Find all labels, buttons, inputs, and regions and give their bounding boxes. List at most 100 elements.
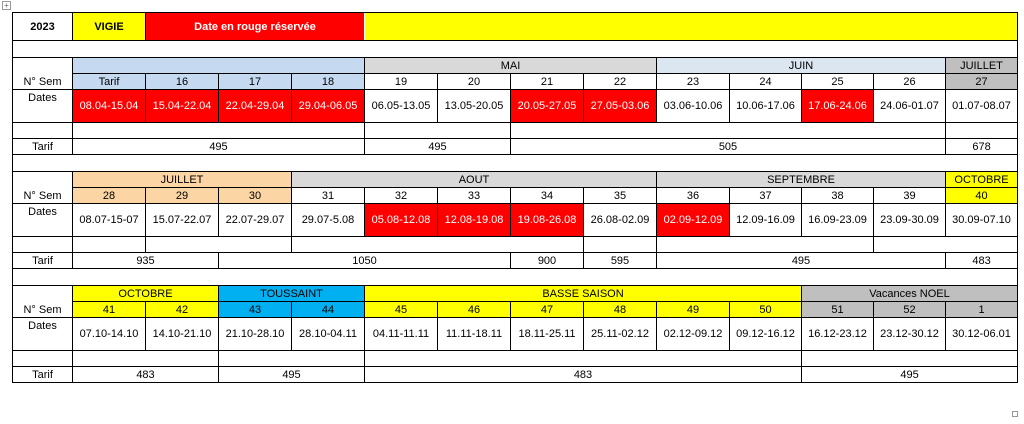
month-header: AOUT: [291, 171, 657, 188]
week-cell: 35: [583, 187, 657, 204]
date-cell-reserved: 12.08-19.08: [437, 203, 511, 237]
date-cell: 30.12-06.01: [944, 317, 1019, 351]
date-cell-reserved: 05.08-12.08: [364, 203, 438, 237]
spacer-row: [11, 40, 1019, 58]
row-label-dates: Dates: [12, 203, 73, 237]
month-header: SEPTEMBRE: [656, 171, 946, 188]
date-cell: 15.07-22.07: [145, 203, 219, 237]
week-cell: 36: [656, 187, 730, 204]
month-label-empty: [12, 285, 73, 302]
date-cell: 14.10-21.10: [145, 317, 219, 351]
week-cell: 28: [72, 187, 146, 204]
tarif-cell: 483: [944, 252, 1019, 269]
week-cell: 50: [729, 301, 802, 318]
tarif-cell: 1050: [218, 252, 511, 269]
date-cell-reserved: 22.04-29.04: [218, 89, 292, 123]
tarif-cell: 495: [218, 366, 365, 383]
reserved-note: Date en rouge réservée: [145, 12, 365, 41]
table-move-handle[interactable]: +: [2, 1, 11, 10]
date-cell: 30.09-07.10: [944, 203, 1019, 237]
date-cell: 16.12-23.12: [801, 317, 874, 351]
date-cell: 09.12-16.12: [729, 317, 802, 351]
table-resize-handle[interactable]: [1012, 411, 1018, 417]
date-cell-reserved: 29.04-06.05: [291, 89, 365, 123]
date-cell: 12.09-16.09: [729, 203, 802, 237]
row-label-sem: N° Sem: [12, 301, 73, 318]
blank-cell: [72, 122, 365, 139]
week-cell: 31: [291, 187, 365, 204]
blank-cell: [872, 236, 1019, 253]
date-cell: 03.06-10.06: [656, 89, 730, 123]
date-cell: 26.08-02.09: [583, 203, 657, 237]
month-header: BASSE SAISON: [364, 285, 802, 302]
tarif-cell: 900: [510, 252, 584, 269]
blank-cell: [656, 236, 874, 253]
week-cell: 41: [72, 301, 146, 318]
month-header: OCTOBRE: [72, 285, 219, 302]
week-cell: 44: [291, 301, 365, 318]
blank-cell: [12, 350, 73, 367]
row-label-tarif: Tarif: [12, 252, 73, 269]
week-cell: 49: [656, 301, 730, 318]
blank-cell: [218, 350, 365, 367]
blank-cell: [12, 236, 73, 253]
week-cell: 39: [873, 187, 946, 204]
blank-cell: [364, 350, 802, 367]
month-header: JUIN: [656, 57, 946, 74]
tarif-cell: 495: [800, 366, 1019, 383]
tarif-cell: 935: [72, 252, 219, 269]
week-cell: 45: [364, 301, 438, 318]
date-cell: 24.06-01.07: [873, 89, 946, 123]
week-cell: 29: [145, 187, 219, 204]
tarif-cell: 483: [364, 366, 802, 383]
date-cell: 28.10-04.11: [291, 317, 365, 351]
week-cell: 37: [729, 187, 802, 204]
month-header: MAI: [364, 57, 657, 74]
tarif-cell: 483: [72, 366, 219, 383]
date-cell-reserved: 02.09-12.09: [656, 203, 730, 237]
tarif-cell: 495: [656, 252, 946, 269]
page-title: VIGIE: [72, 12, 146, 41]
blank-cell: [145, 236, 292, 253]
month-label-empty: [12, 171, 73, 188]
blank-cell: [800, 350, 1019, 367]
month-header: TOUSSAINT: [218, 285, 365, 302]
week-cell: 19: [364, 73, 438, 90]
row-label-dates: Dates: [12, 317, 73, 351]
week-cell: 27: [944, 73, 1019, 90]
date-cell: 07.10-14.10: [72, 317, 146, 351]
blank-cell: [72, 350, 219, 367]
week-cell: 16: [145, 73, 219, 90]
week-cell: 48: [583, 301, 657, 318]
blank-cell: [364, 122, 511, 139]
date-cell: 25.11-02.12: [583, 317, 657, 351]
blank-cell: [944, 122, 1019, 139]
tarif-cell: 495: [72, 138, 365, 155]
week-cell: 24: [729, 73, 802, 90]
date-cell-reserved: 17.06-24.06: [801, 89, 874, 123]
month-header: [72, 57, 365, 74]
date-cell: 08.07-15-07: [72, 203, 146, 237]
week-cell: 32: [364, 187, 438, 204]
week-cell: 33: [437, 187, 511, 204]
row-label-sem: N° Sem: [12, 73, 73, 90]
blank-cell: [12, 122, 73, 139]
date-cell: 01.07-08.07: [944, 89, 1019, 123]
header-filler: [363, 12, 1019, 41]
tarif-cell: 595: [583, 252, 657, 269]
tarif-cell: 495: [364, 138, 511, 155]
date-cell-reserved: 27.05-03.06: [583, 89, 657, 123]
week-cell: 21: [510, 73, 584, 90]
week-cell: 40: [944, 187, 1019, 204]
week-cell: 42: [145, 301, 219, 318]
week-cell: 34: [510, 187, 584, 204]
spacer-row: [11, 268, 1019, 286]
date-cell-reserved: 19.08-26.08: [510, 203, 584, 237]
week-cell: 20: [437, 73, 511, 90]
reservation-table: 2023 VIGIE Date en rouge réservée MAI JU…: [11, 12, 1019, 383]
date-cell: 23.09-30.09: [873, 203, 946, 237]
date-cell-reserved: 08.04-15.04: [72, 89, 146, 123]
date-cell: 18.11-25.11: [510, 317, 584, 351]
date-cell: 04.11-11.11: [364, 317, 438, 351]
tarif-cell: 678: [944, 138, 1019, 155]
